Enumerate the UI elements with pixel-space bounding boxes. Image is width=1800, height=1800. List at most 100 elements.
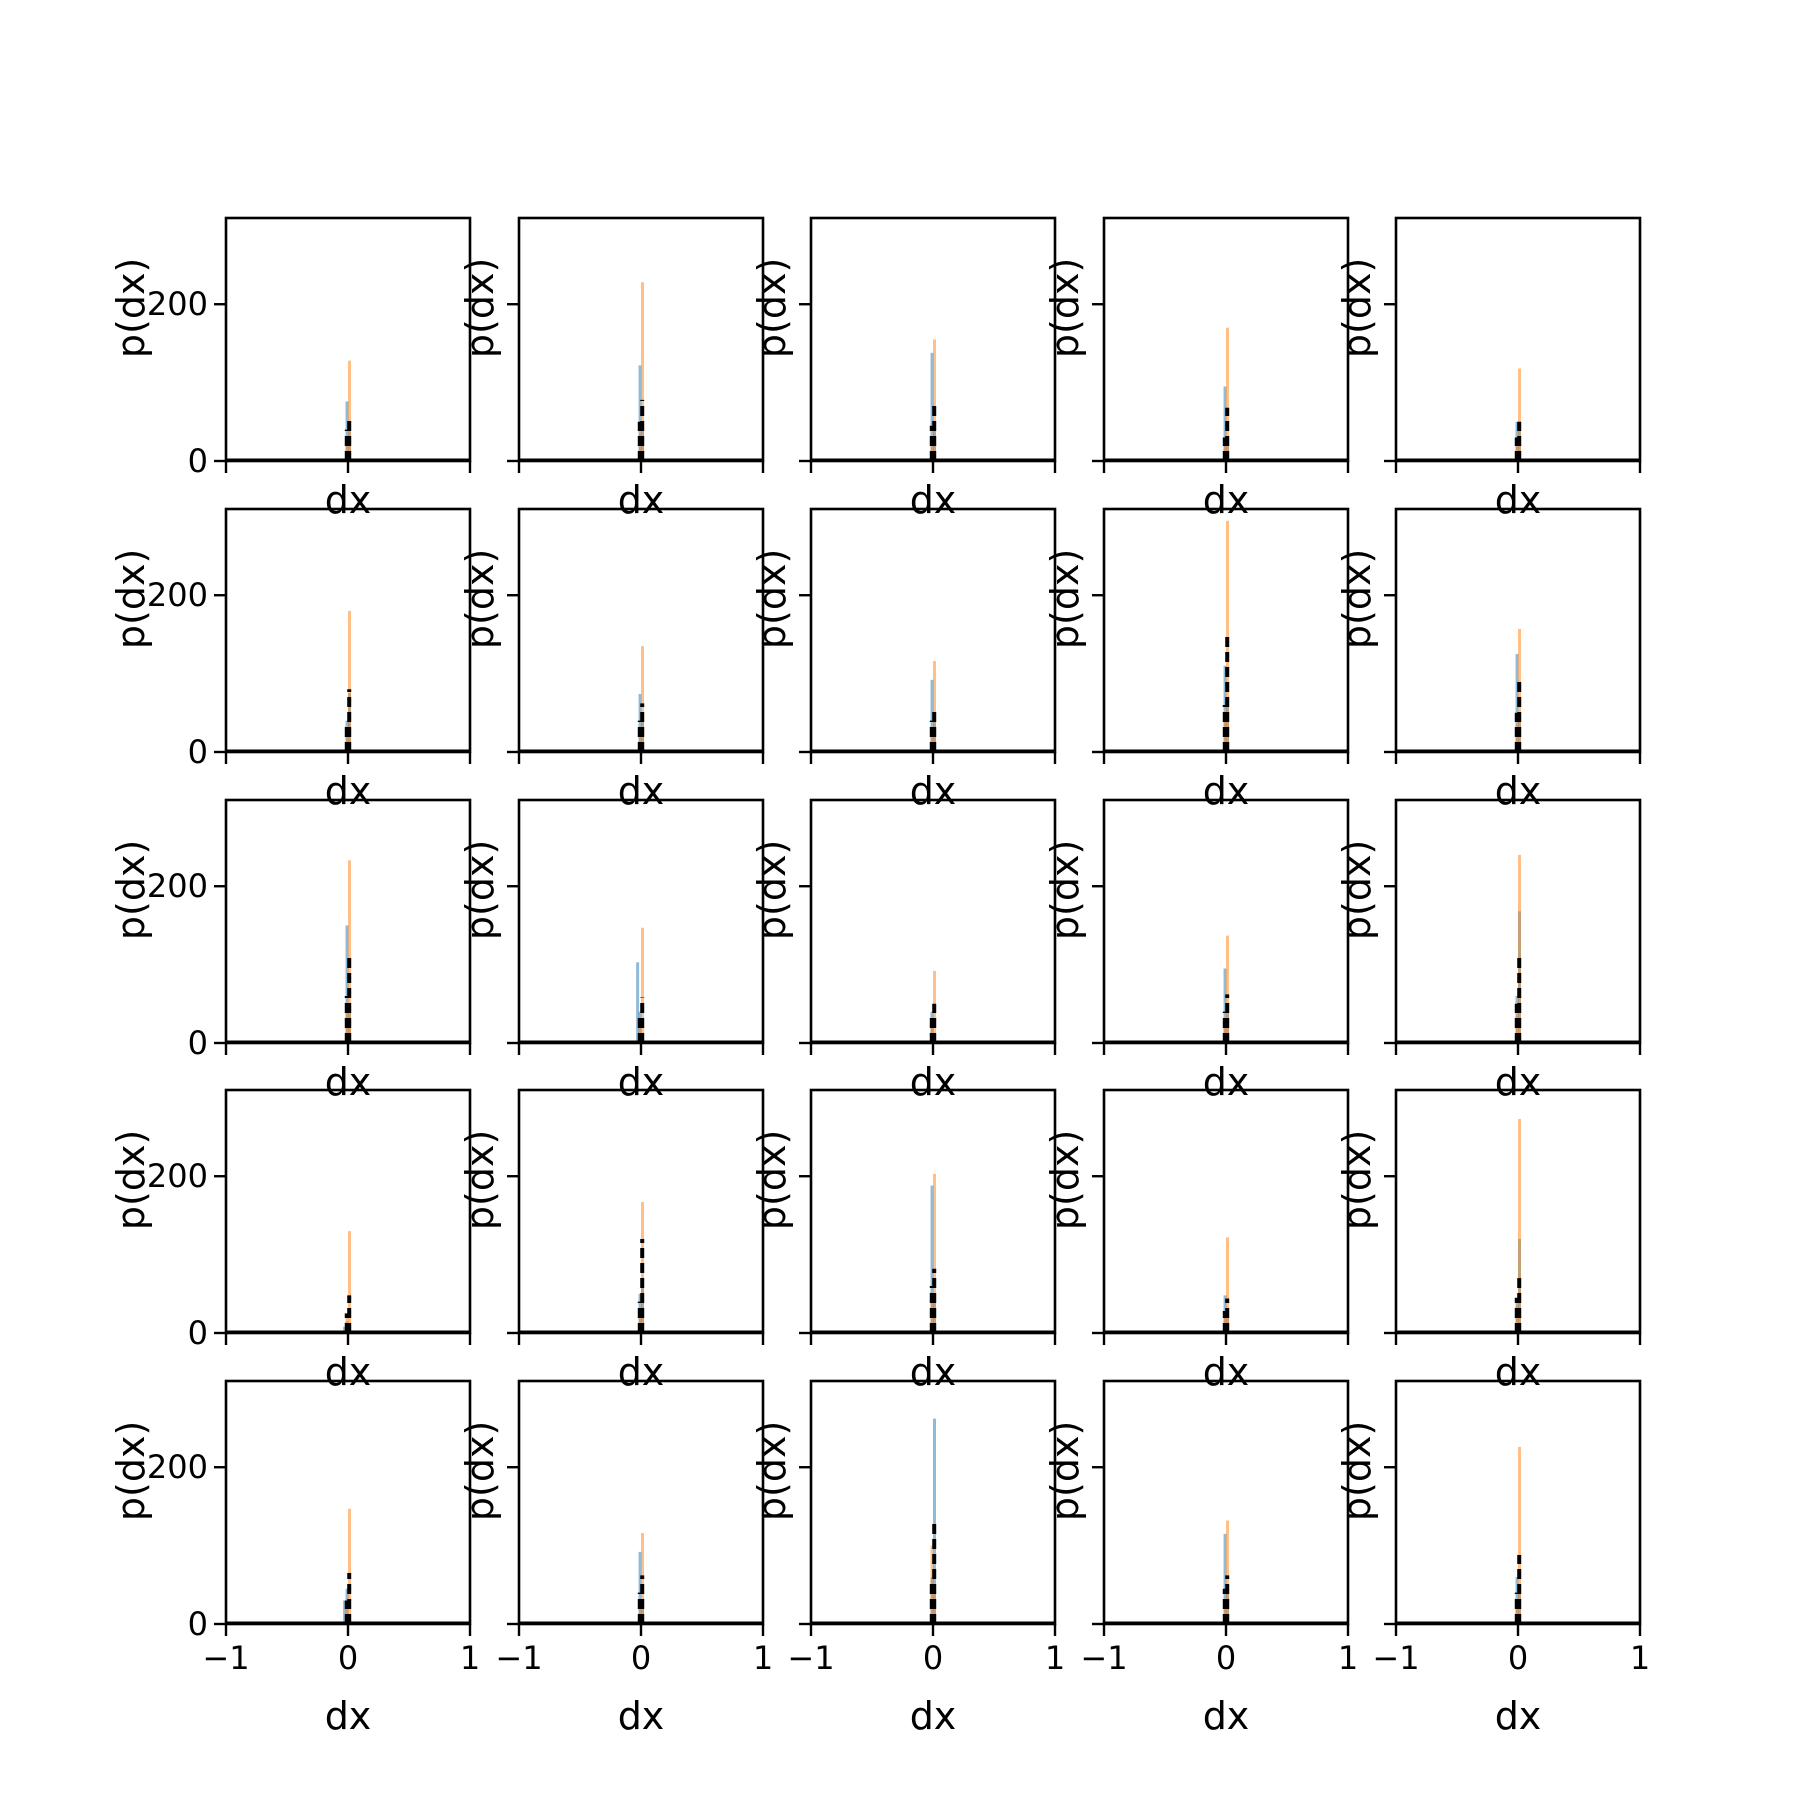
orange-bar [933,339,936,461]
orange-bar [930,728,934,752]
orange-bar [1226,327,1229,461]
blue-bar [636,962,640,1043]
orange-bar [641,927,644,1043]
orange-bar [348,860,351,1043]
orange-bar [348,610,351,752]
x-tick-label: 0 [1508,1639,1528,1677]
y-axis-label: p(dx) [109,1421,153,1521]
blue-bar [638,1551,642,1624]
x-axis-label: dx [910,1350,957,1394]
panel-1-2: dx p(dx) [750,507,1057,813]
y-tick-label: 0 [188,733,208,771]
blue-bar [930,679,934,752]
orange-bar [1223,1019,1227,1043]
y-axis-label: p(dx) [1335,840,1379,940]
x-axis-label: dx [325,1060,372,1104]
panel-4-1: −1 0 1 dx p(dx) [458,1379,773,1738]
y-axis-label: p(dx) [1043,1130,1087,1230]
orange-bar [1518,1119,1521,1333]
y-tick-label: 200 [147,1448,208,1486]
y-tick-label: 0 [188,442,208,480]
x-axis-label: dx [618,1350,665,1394]
orange-bar [1515,1600,1519,1624]
x-axis-label: dx [1495,1350,1542,1394]
y-tick-label: 200 [147,576,208,614]
panel-2-2: dx p(dx) [750,798,1057,1104]
orange-bar [638,1309,642,1333]
panel-0-4: dx p(dx) [1335,216,1642,522]
panel-2-4: dx p(dx) [1335,798,1642,1104]
panel-3-3: dx p(dx) [1043,1088,1350,1394]
orange-bar [638,728,642,752]
orange-bar [1518,854,1521,1043]
x-tick-label: 0 [338,1639,358,1677]
y-axis-label: p(dx) [1043,840,1087,940]
blue-bar [638,365,642,461]
y-axis-label: p(dx) [458,840,502,940]
orange-bar [1518,1446,1521,1624]
y-tick-label: 200 [147,1157,208,1195]
x-tick-label: −1 [1372,1639,1419,1677]
x-tick-label: 1 [1630,1639,1650,1677]
orange-bar [1226,520,1229,752]
panel-2-3: dx p(dx) [1043,798,1350,1104]
x-tick-label: −1 [495,1639,542,1677]
orange-bar [348,1508,351,1624]
x-axis-label: dx [1495,1694,1542,1738]
x-axis-label: dx [1203,1350,1250,1394]
blue-bar [345,925,349,1043]
panel-2-1: dx p(dx) [458,798,765,1104]
blue-bar [1223,386,1227,461]
x-tick-label: 0 [631,1639,651,1677]
orange-bar [641,282,644,461]
x-tick-label: 1 [1045,1639,1065,1677]
y-axis-label: p(dx) [1043,1421,1087,1521]
panel-4-4: −1 0 1 dx p(dx) [1335,1379,1650,1738]
x-axis-label: dx [1203,1060,1250,1104]
orange-bar [345,437,349,461]
orange-bar [348,1231,351,1333]
blue-bar [930,352,934,461]
orange-bar [933,661,936,752]
x-tick-label: −1 [202,1639,249,1677]
y-axis-label: p(dx) [750,1421,794,1521]
panel-1-1: dx p(dx) [458,507,765,813]
blue-bar [345,401,349,461]
x-axis-label: dx [618,769,665,813]
panel-1-4: dx p(dx) [1335,507,1642,813]
y-axis-label: p(dx) [750,840,794,940]
orange-bar [1226,1237,1229,1333]
y-tick-label: 200 [147,285,208,323]
panel-0-0: 0 200 dx p(dx) [109,216,472,522]
panel-1-0: 0 200 dx p(dx) [109,507,472,813]
panel-2-0: 0 200 dx p(dx) [109,798,472,1104]
y-axis-label: p(dx) [109,258,153,358]
orange-bar [1223,1600,1227,1624]
y-axis-label: p(dx) [458,549,502,649]
y-axis-label: p(dx) [1335,549,1379,649]
y-axis-label: p(dx) [1335,1130,1379,1230]
panel-0-3: dx p(dx) [1043,216,1350,522]
x-axis-label: dx [1495,478,1542,522]
panel-4-2: −1 0 1 dx p(dx) [750,1379,1065,1738]
orange-bar [1226,1520,1229,1624]
x-axis-label: dx [1203,769,1250,813]
x-axis-label: dx [910,769,957,813]
panel-4-3: −1 0 1 dx p(dx) [1043,1379,1358,1738]
orange-bar [641,646,644,752]
y-axis-label: p(dx) [109,1130,153,1230]
y-axis-label: p(dx) [1335,258,1379,358]
panel-0-1: dx p(dx) [458,216,765,522]
panel-3-0: 0 200 dx p(dx) [109,1088,472,1394]
panel-1-3: dx p(dx) [1043,507,1350,813]
panels-group: 0200dxp(dx)dxp(dx)dxp(dx)dxp(dx)dxp(dx)0… [109,216,1650,1738]
orange-bar [348,360,351,461]
x-tick-label: 1 [753,1639,773,1677]
orange-bar [930,437,934,461]
y-tick-label: 0 [188,1605,208,1643]
orange-bar [1515,1305,1519,1333]
x-axis-label: dx [1203,1694,1250,1738]
